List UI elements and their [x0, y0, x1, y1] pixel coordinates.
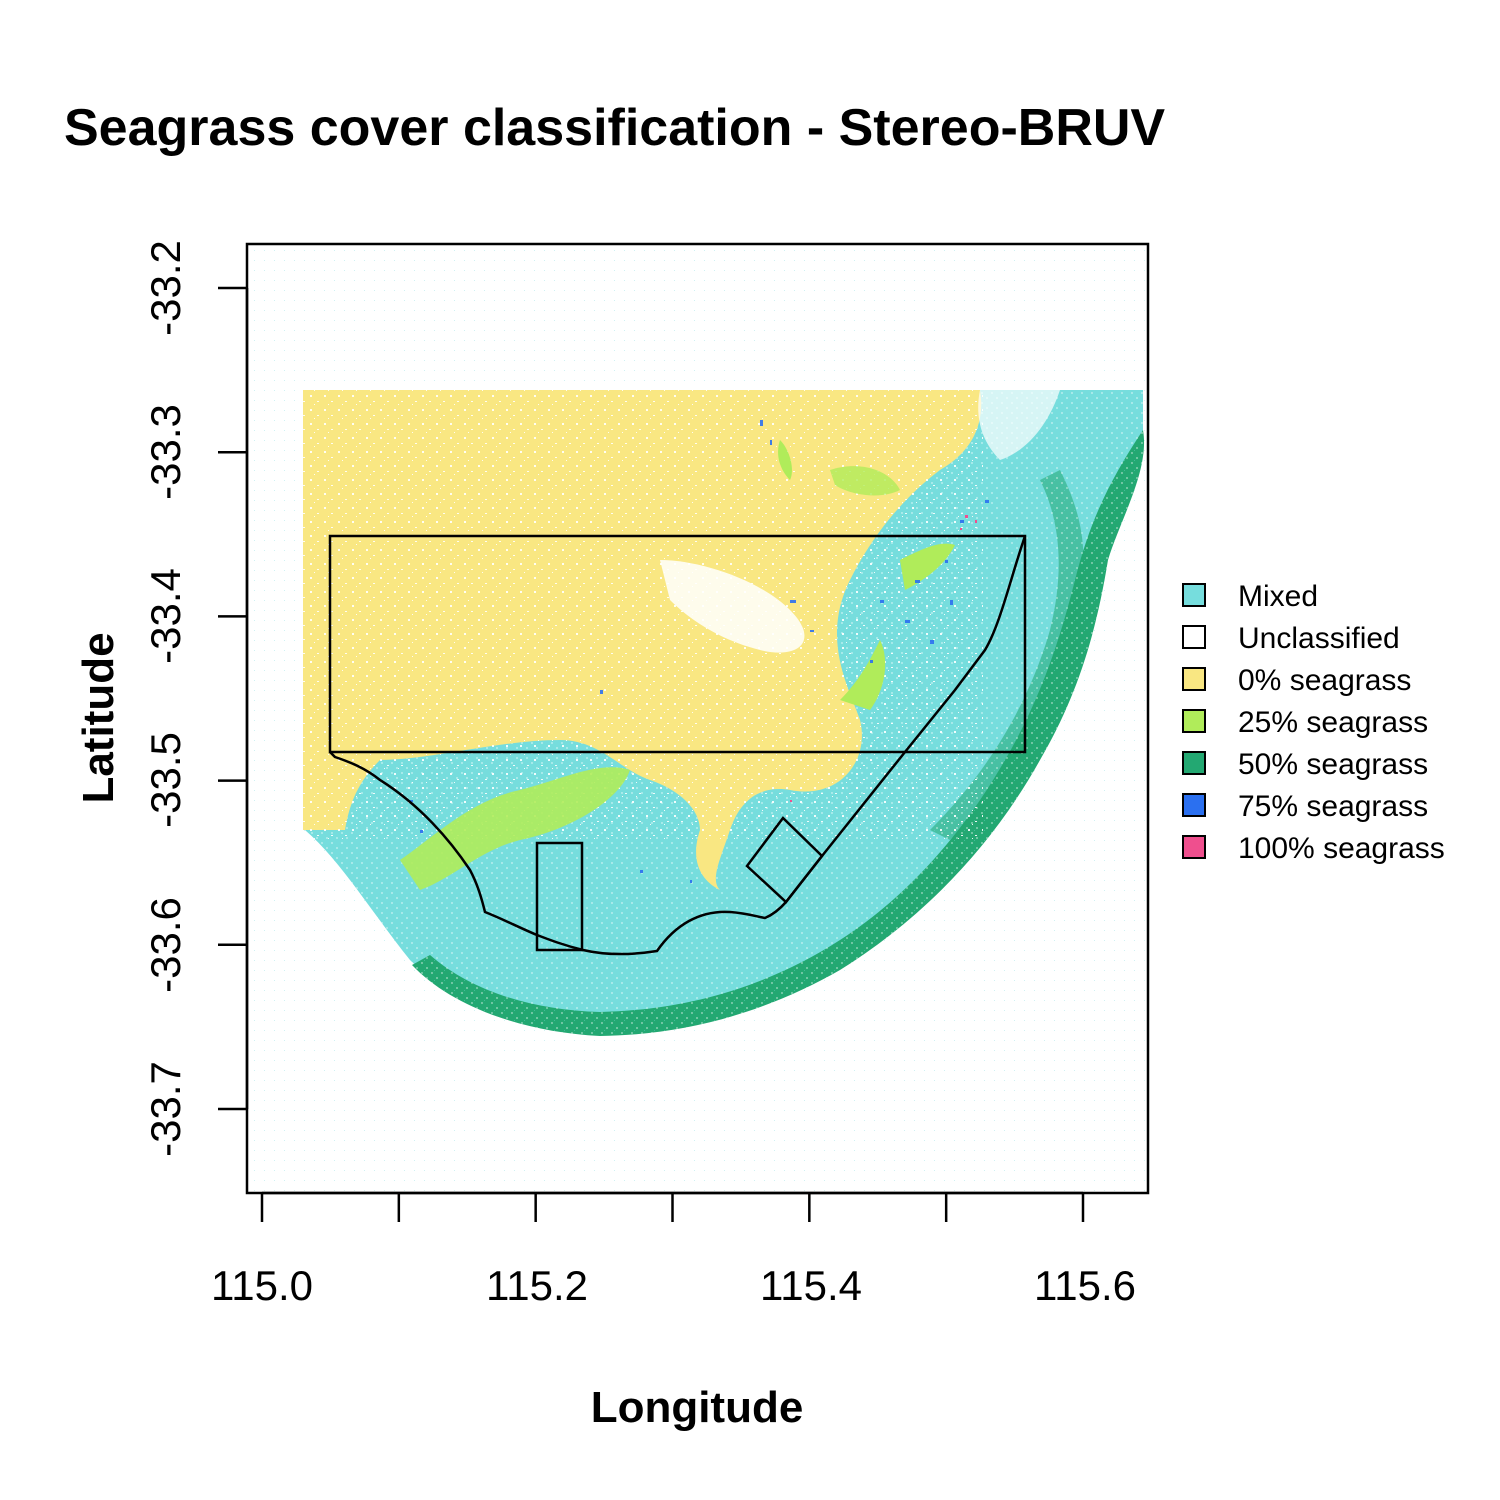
legend-swatch	[1182, 793, 1206, 817]
y-tick-label: -33.4	[142, 568, 189, 664]
region-unclassified-north	[978, 390, 1060, 460]
y-tick-label: -33.2	[142, 240, 189, 336]
x-tick-label: 115.0	[211, 1262, 313, 1309]
y-tick-label: -33.6	[142, 897, 189, 993]
legend: Mixed Unclassified 0% seagrass 25% seagrass…	[1182, 580, 1445, 865]
x-tick-label: 115.6	[1034, 1262, 1136, 1309]
legend-swatch	[1182, 709, 1206, 733]
y-tick-label: -33.3	[142, 404, 189, 500]
survey-area-outlines	[328, 534, 1027, 956]
x-tick-label: 115.2	[486, 1262, 588, 1309]
legend-label: 50% seagrass	[1238, 748, 1428, 781]
y-tick-label: -33.5	[142, 732, 189, 828]
legend-label: Unclassified	[1238, 622, 1400, 655]
y-axis-label: Latitude	[74, 632, 123, 803]
legend-label: 100% seagrass	[1238, 832, 1445, 865]
diamond-zone-outline	[745, 816, 824, 904]
legend-swatch	[1182, 625, 1206, 649]
x-axis-label: Longitude	[591, 1383, 804, 1432]
chart-title: Seagrass cover classification - Stereo-B…	[64, 99, 1165, 157]
legend-label: 25% seagrass	[1238, 706, 1428, 739]
region-25pct	[400, 440, 955, 890]
legend-swatch	[1182, 751, 1206, 775]
legend-swatch	[1182, 667, 1206, 691]
x-axis: 115.0 115.2 115.4 115.6	[211, 1191, 1136, 1309]
inshore-zone-outline	[329, 535, 1027, 956]
legend-label: 75% seagrass	[1238, 790, 1428, 823]
x-tick-label: 115.4	[760, 1262, 862, 1309]
legend-label: 0% seagrass	[1238, 664, 1411, 697]
region-unclassified-patch	[660, 560, 805, 653]
legend-swatch	[1182, 835, 1206, 859]
legend-swatch	[1182, 583, 1206, 607]
southern-sanctuary-outline	[535, 841, 584, 952]
region-100pct	[790, 515, 977, 802]
legend-label: Mixed	[1238, 580, 1318, 613]
y-axis: -33.2 -33.3 -33.4 -33.5 -33.6 -33.7	[142, 240, 249, 1157]
y-tick-label: -33.7	[142, 1061, 189, 1157]
northern-rectangle-outline	[328, 534, 1027, 754]
region-75pct	[410, 420, 989, 883]
